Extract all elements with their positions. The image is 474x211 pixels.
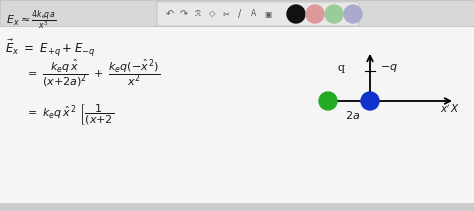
Text: A: A [251,9,256,19]
Bar [0,203,474,211]
FancyBboxPatch shape [157,2,359,26]
Text: $x'\,X$: $x'\,X$ [440,103,460,115]
Circle shape [361,92,379,110]
Circle shape [344,5,362,23]
Text: $2a$: $2a$ [345,109,360,121]
Text: $\vec{E}_x\ =\ E_{+q} + E_{-q}$: $\vec{E}_x\ =\ E_{+q} + E_{-q}$ [5,38,95,58]
Text: $-q$: $-q$ [380,62,398,74]
Text: q: q [338,63,345,73]
Bar [0,0,474,26]
Circle shape [306,5,324,23]
Text: $=\ k_e q\,\hat{x}^{\,2}\ \left[\dfrac{1}{(x{+}2}\right.$: $=\ k_e q\,\hat{x}^{\,2}\ \left[\dfrac{1… [25,103,114,127]
Text: ↶: ↶ [166,9,174,19]
Text: $E_x \approx \frac{4k_e\!q\,a}{x^3}$: $E_x \approx \frac{4k_e\!q\,a}{x^3}$ [6,9,56,33]
Text: ↷: ↷ [180,9,188,19]
Circle shape [325,5,343,23]
Text: ✂: ✂ [222,9,229,19]
Text: ◇: ◇ [209,9,215,19]
Text: ℛ: ℛ [195,9,201,19]
Text: ▣: ▣ [264,9,272,19]
Text: $=\ \dfrac{k_e q\,\hat{x}}{(x{+}2a)^2}\ +\ \dfrac{k_e q(-\hat{x}^{\,2})}{x^2}$: $=\ \dfrac{k_e q\,\hat{x}}{(x{+}2a)^2}\ … [25,58,160,90]
Circle shape [319,92,337,110]
Circle shape [287,5,305,23]
Text: /: / [238,9,242,19]
